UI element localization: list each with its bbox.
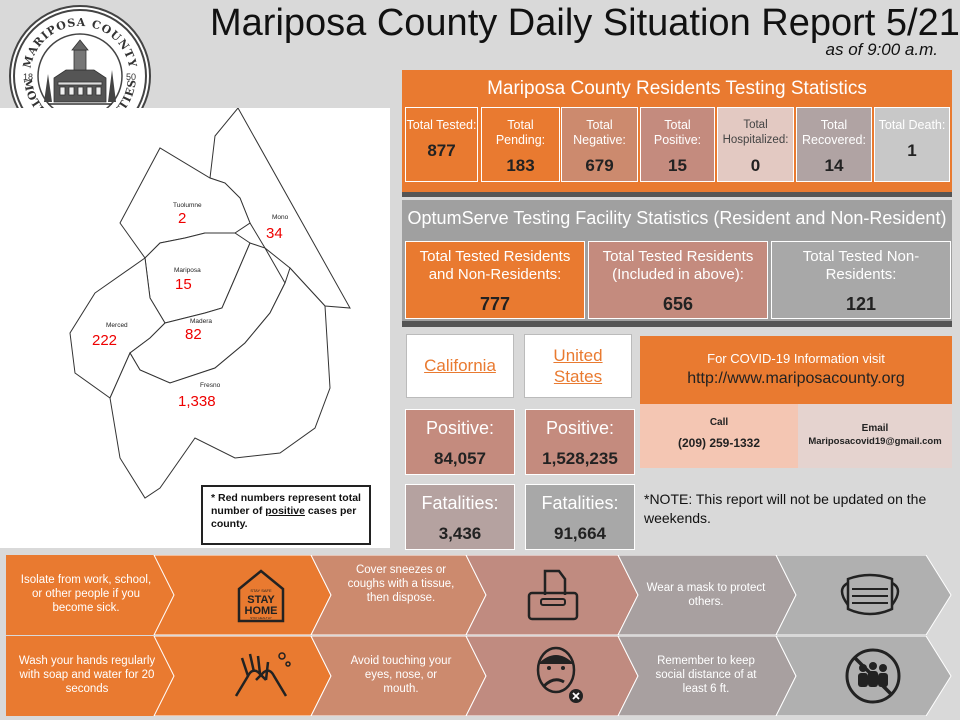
stat-total-pending: Total Pending: 183: [481, 107, 560, 182]
county-label-merced: Merced: [106, 322, 128, 329]
email-box: Email Mariposacovid19@gmail.com: [798, 404, 952, 468]
call-box: Call (209) 259-1332: [640, 404, 798, 468]
california-link-box[interactable]: California: [406, 334, 514, 398]
tip-social-distance: Remember to keep social distance of at l…: [655, 655, 757, 695]
fresno-county-shape: [109, 267, 331, 499]
stat-total-negative: Total Negative: 679: [561, 107, 638, 182]
tissue-box-icon: [521, 565, 585, 625]
county-label-madera: Madera: [190, 318, 213, 325]
stat-total-death: Total Death: 1: [874, 107, 950, 182]
county-count-mariposa: 15: [175, 276, 192, 293]
optum-total-tested: Total Tested Residents and Non-Residents…: [405, 241, 585, 319]
county-label-tuolumne: Tuolumne: [173, 202, 202, 209]
county-label-mariposa: Mariposa: [174, 267, 201, 274]
optum-residents-tested: Total Tested Residents (Included in abov…: [588, 241, 768, 319]
us-link-box[interactable]: United States: [524, 334, 632, 398]
stay-safe-text: STAY SAFE: [250, 588, 272, 593]
stay-home-icon: STAY SAFE STAY HOME STAY HEALTHY: [231, 565, 291, 625]
report-time: as of 9:00 a.m.: [825, 40, 938, 59]
optum-title: OptumServe Testing Facility Statistics (…: [407, 208, 947, 228]
county-count-merced: 222: [92, 332, 118, 349]
seal-year-left: 18: [23, 72, 33, 82]
county-count-mono: 34: [266, 225, 283, 242]
info-panel: For COVID-19 Information visit http://ww…: [640, 336, 952, 404]
page-title: Mariposa County Daily Situation Report 5…: [210, 2, 960, 44]
tip-wear-mask: Wear a mask to protect others.: [646, 582, 766, 608]
phone-number[interactable]: (209) 259-1332: [677, 436, 761, 450]
seal-year-right: 50: [126, 72, 136, 82]
county-map: Tuolumne 2 Mono 34 Mariposa 15 Merced 22…: [0, 108, 390, 548]
california-positive: Positive: 84,057: [405, 409, 515, 475]
county-website-link[interactable]: http://www.mariposacounty.org: [687, 370, 905, 387]
tip-cover-sneezes: Cover sneezes or coughs with a tissue, t…: [347, 564, 455, 604]
tip-avoid-touching: Avoid touching your eyes, nose, or mouth…: [350, 655, 452, 695]
optum-divider: [402, 321, 952, 327]
no-crowds-icon: [841, 644, 905, 708]
stat-total-tested: Total Tested: 877: [405, 107, 478, 182]
us-fatalities: Fatalities: 91,664: [525, 484, 635, 550]
tip-wash-hands: Wash your hands regularly with soap and …: [18, 655, 156, 695]
panel-divider: [402, 192, 952, 197]
us-positive: Positive: 1,528,235: [525, 409, 635, 475]
united-states-link[interactable]: United States: [553, 346, 603, 386]
california-link[interactable]: California: [424, 356, 496, 375]
county-count-fresno: 1,338: [178, 393, 216, 410]
county-count-tuolumne: 2: [178, 210, 187, 227]
county-label-mono: Mono: [272, 214, 289, 221]
face-mask-icon: [834, 569, 906, 621]
hand-washing-icon: [226, 646, 296, 706]
tips-row-1: Isolate from work, school, or other peop…: [6, 555, 954, 635]
tip-isolate: Isolate from work, school, or other peop…: [20, 574, 152, 614]
stay-healthy-text: STAY HEALTHY: [250, 616, 272, 620]
stat-total-hospitalized: Total Hospitalized: 0: [717, 107, 794, 182]
residents-testing-title: Mariposa County Residents Testing Statis…: [487, 78, 867, 99]
stat-total-recovered: Total Recovered: 14: [796, 107, 872, 182]
home-text: HOME: [245, 605, 278, 617]
stay-text: STAY: [247, 594, 275, 606]
county-count-madera: 82: [185, 326, 202, 343]
map-note: * Red numbers represent total number of …: [201, 485, 371, 545]
email-address[interactable]: Mariposacovid19@gmail.com: [808, 436, 942, 447]
no-face-touch-icon: [528, 642, 588, 708]
stat-total-positive: Total Positive: 15: [640, 107, 715, 182]
county-label-fresno: Fresno: [200, 382, 221, 389]
california-fatalities: Fatalities: 3,436: [405, 484, 515, 550]
optum-nonresidents-tested: Total Tested Non-Residents: 121: [771, 241, 951, 319]
tips-row-2: Wash your hands regularly with soap and …: [6, 636, 954, 716]
weekend-note: *NOTE: This report will not be updated o…: [644, 491, 927, 526]
